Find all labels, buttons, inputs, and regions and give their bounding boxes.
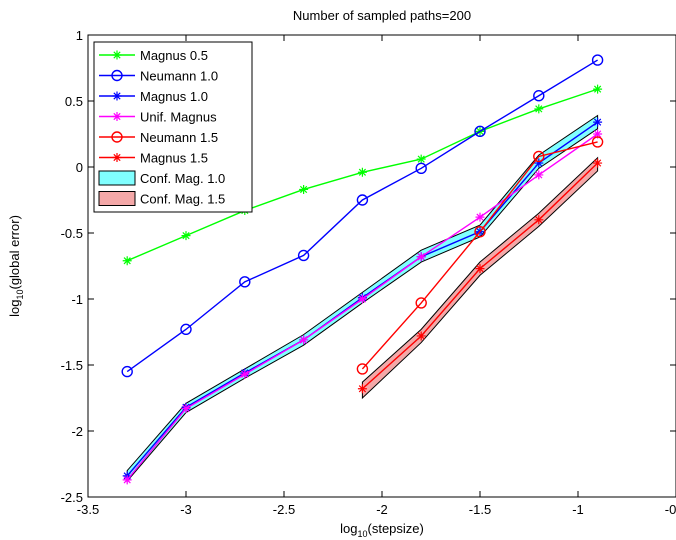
series-3-point bbox=[534, 158, 544, 168]
x-tick-label: -1.5 bbox=[469, 502, 491, 517]
series-1-point bbox=[122, 256, 132, 266]
y-tick-label: -0.5 bbox=[61, 226, 83, 241]
x-axis-label: log10(stepsize) bbox=[340, 521, 424, 539]
series-4-point bbox=[593, 129, 603, 139]
series-3-point bbox=[593, 117, 603, 127]
legend: Magnus 0.5 Neumann 1.0 Magnus 1.0 Unif. Mag… bbox=[93, 41, 253, 213]
legend-swatch bbox=[98, 170, 136, 186]
plot-area: -3.5 -3 -2.5 -2 -1.5 -1 -0.5 -2.5 -2 -1.5 -1 -0.5 0 0… bbox=[61, 28, 676, 517]
legend-label: Magnus 1.5 bbox=[140, 151, 208, 166]
series-2-point bbox=[121, 365, 133, 378]
y-axis-label: log10(global error) bbox=[7, 215, 25, 317]
legend-marker bbox=[112, 153, 122, 162]
series-1-point bbox=[593, 84, 603, 94]
series-6-point bbox=[416, 331, 426, 341]
y-tick-label: 0 bbox=[76, 160, 83, 175]
legend-label: Magnus 0.5 bbox=[140, 48, 208, 63]
series-6-point bbox=[534, 215, 544, 225]
y-tick-label: 0.5 bbox=[65, 94, 83, 109]
legend-label: Neumann 1.5 bbox=[140, 130, 218, 145]
x-tick-label: -3 bbox=[180, 502, 192, 517]
series-6-point bbox=[475, 264, 485, 274]
legend-label: Conf. Mag. 1.0 bbox=[140, 171, 225, 186]
y-tick-label: -1.5 bbox=[61, 358, 83, 373]
y-tick-label: -2.5 bbox=[61, 490, 83, 505]
series-6-point bbox=[593, 158, 603, 168]
series-4-point bbox=[181, 404, 191, 414]
legend-marker bbox=[112, 112, 122, 121]
series-1-point bbox=[357, 167, 367, 177]
series-line-5 bbox=[361, 141, 598, 370]
series-4-point bbox=[122, 475, 132, 485]
legend-box bbox=[93, 41, 253, 213]
chart-title: Number of sampled paths=200 bbox=[293, 8, 471, 23]
series-4-point bbox=[240, 369, 250, 379]
series-1-point bbox=[181, 231, 191, 241]
series-5-point bbox=[356, 363, 369, 375]
series-5-point bbox=[474, 225, 486, 238]
legend-label: Magnus 1.0 bbox=[140, 89, 208, 104]
legend-marker bbox=[112, 50, 122, 60]
legend-marker bbox=[111, 131, 123, 143]
series-5-point bbox=[533, 150, 545, 163]
series-2-point bbox=[533, 90, 545, 102]
series-5-point bbox=[591, 136, 604, 148]
series-4-point bbox=[357, 294, 367, 304]
series-4-point bbox=[299, 335, 309, 345]
series-1-point bbox=[416, 154, 426, 164]
series-4-point bbox=[534, 170, 544, 180]
series-1-point bbox=[299, 184, 309, 194]
series-2-point bbox=[415, 162, 427, 175]
series-2-point bbox=[297, 249, 310, 262]
series-2-point bbox=[180, 323, 192, 336]
series-6-point bbox=[357, 384, 367, 394]
legend-marker bbox=[112, 91, 122, 101]
x-tick-label: -1 bbox=[572, 502, 584, 517]
y-tick-label: 1 bbox=[76, 28, 83, 43]
legend-marker bbox=[111, 69, 123, 82]
series-4-point bbox=[416, 252, 426, 262]
y-tick-label: -1 bbox=[71, 292, 83, 307]
x-tick-label: -0.5 bbox=[665, 502, 676, 517]
series-2-point bbox=[591, 54, 604, 66]
x-tick-label: -3.5 bbox=[77, 502, 99, 517]
series-1-point bbox=[534, 104, 544, 114]
legend-label: Unif. Magnus bbox=[140, 110, 217, 125]
series-line-2 bbox=[126, 59, 598, 373]
x-tick-label: -2 bbox=[376, 502, 388, 517]
series-2-point bbox=[356, 194, 369, 206]
series-5-point bbox=[415, 297, 427, 309]
series-2-point bbox=[239, 276, 251, 288]
legend-label: Conf. Mag. 1.5 bbox=[140, 192, 225, 207]
y-tick-label: -2 bbox=[71, 424, 83, 439]
x-tick-label: -2.5 bbox=[273, 502, 295, 517]
series-2-point bbox=[474, 125, 486, 138]
legend-label: Neumann 1.0 bbox=[140, 69, 218, 84]
legend-swatch bbox=[98, 191, 136, 206]
series-4-point bbox=[475, 212, 485, 222]
